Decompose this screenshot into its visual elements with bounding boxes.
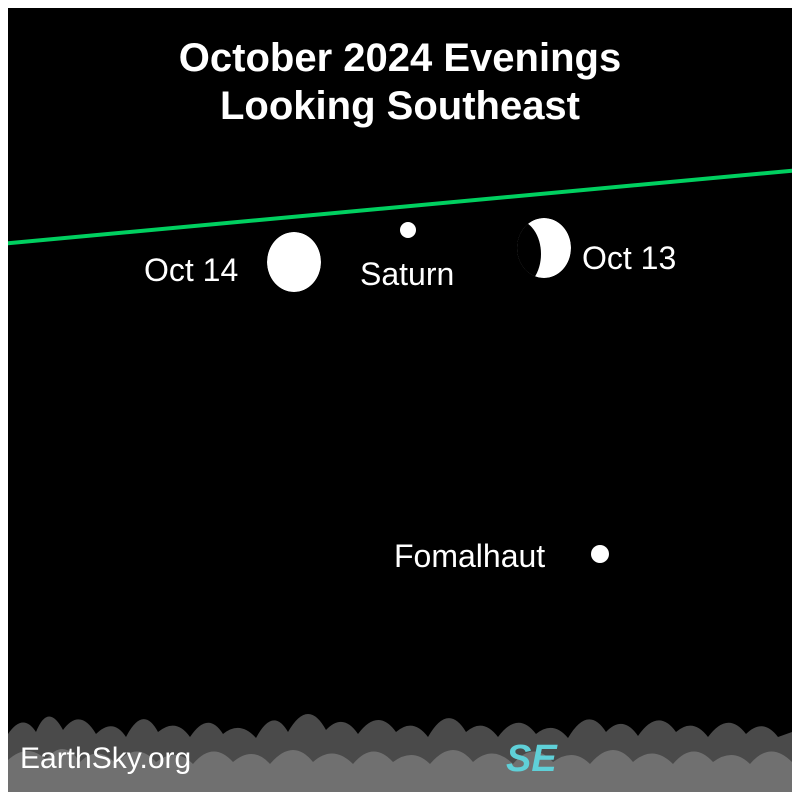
compass-direction: SE <box>506 738 557 781</box>
oct14-label: Oct 14 <box>144 252 238 289</box>
moon-oct14 <box>267 232 321 292</box>
saturn-dot <box>400 222 416 238</box>
attribution-text: EarthSky.org <box>20 742 191 776</box>
saturn-label: Saturn <box>360 256 454 293</box>
fomalhaut-label: Fomalhaut <box>394 538 545 575</box>
sky-chart: October 2024 Evenings Looking Southeast … <box>8 8 792 792</box>
title-line-2: Looking Southeast <box>8 82 792 130</box>
moon-oct13 <box>517 218 571 278</box>
title-line-1: October 2024 Evenings <box>8 34 792 82</box>
fomalhaut-dot <box>591 545 609 563</box>
oct13-label: Oct 13 <box>582 240 676 277</box>
ecliptic-line <box>8 168 792 246</box>
chart-title: October 2024 Evenings Looking Southeast <box>8 34 792 130</box>
